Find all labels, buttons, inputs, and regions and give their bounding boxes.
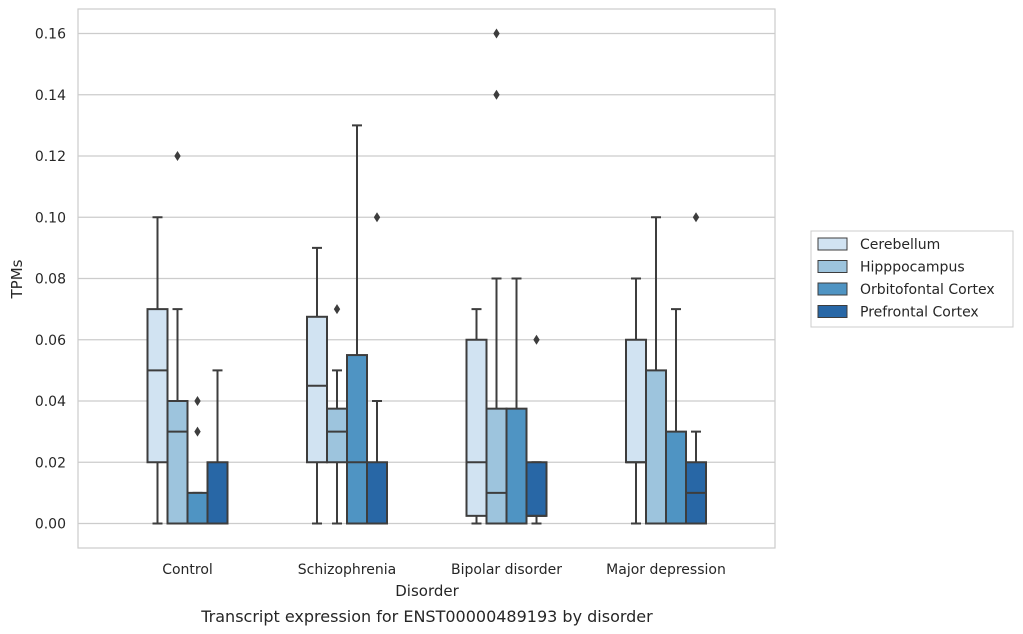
box-element — [186, 396, 209, 525]
box-iqr — [326, 407, 348, 464]
y-tick-label: 0.04 — [35, 394, 66, 410]
x-tick-label: Major depression — [606, 562, 726, 578]
box-element — [465, 308, 488, 525]
y-tick-label: 0.12 — [35, 149, 66, 165]
box-iqr — [465, 338, 488, 517]
y-tick-label: 0.08 — [35, 272, 66, 288]
legend-swatch — [817, 260, 848, 273]
plot-frame — [77, 8, 776, 549]
outlier-point — [174, 151, 181, 161]
legend-items: Cerebellum Hipppocampus Orbitofontal Corte… — [817, 237, 995, 321]
box-element — [166, 151, 189, 525]
box-element — [525, 334, 548, 525]
series-group — [186, 124, 687, 525]
box-element — [645, 216, 667, 525]
box-series — [146, 28, 707, 525]
x-tick-label: Schizophrenia — [298, 562, 396, 578]
box-iqr — [665, 430, 687, 525]
box-iqr — [186, 491, 209, 525]
box-iqr — [146, 308, 169, 464]
outlier-point — [194, 426, 201, 437]
box-element — [685, 212, 707, 525]
series-group — [146, 216, 647, 525]
grid-lines — [78, 32, 775, 525]
chart-caption: Transcript expression for ENST0000048919… — [200, 607, 653, 626]
legend-label: Orbitofontal Cortex — [860, 282, 995, 298]
outlier-point — [194, 396, 201, 406]
y-tick-label: 0.16 — [35, 27, 66, 43]
legend-swatch — [817, 305, 848, 318]
box-iqr — [206, 461, 229, 525]
x-tick-label: Control — [162, 562, 213, 578]
box-element — [485, 28, 508, 525]
x-axis-title: Disorder — [395, 582, 459, 600]
y-tick-label: 0.02 — [35, 455, 66, 471]
box-element — [625, 277, 647, 525]
box-element — [665, 308, 687, 525]
box-iqr — [485, 407, 508, 525]
box-iqr — [366, 461, 388, 525]
box-element — [146, 216, 169, 525]
outlier-point — [692, 212, 700, 223]
box-iqr — [346, 354, 368, 525]
legend-label: Cerebellum — [860, 237, 940, 253]
box-element — [306, 246, 328, 525]
box-element — [206, 369, 229, 525]
outlier-point — [493, 28, 500, 39]
y-tick-label: 0.00 — [35, 517, 66, 533]
legend-label: Prefrontal Cortex — [860, 305, 979, 321]
x-tick-label: Bipolar disorder — [451, 562, 562, 578]
box-element — [366, 212, 388, 525]
box-element — [346, 124, 368, 525]
series-group — [166, 28, 667, 525]
legend-swatch — [817, 282, 848, 296]
y-tick-label: 0.14 — [35, 88, 66, 104]
outlier-point — [373, 212, 381, 223]
box-iqr — [625, 338, 647, 464]
series-group — [206, 212, 707, 525]
y-tick-label: 0.10 — [35, 210, 66, 226]
outlier-point — [333, 304, 341, 315]
box-iqr — [166, 400, 189, 525]
y-tick-labels: 0.00 0.02 0.04 0.06 0.08 0.10 0.12 0.14 0.16 — [35, 27, 66, 533]
box-iqr — [505, 407, 528, 525]
y-tick-label: 0.06 — [35, 333, 66, 349]
y-axis-title: TPMs — [8, 259, 26, 299]
legend-label: Hipppocampus — [860, 260, 965, 276]
box-iqr — [306, 315, 328, 464]
outlier-point — [493, 89, 500, 100]
box-element — [326, 304, 348, 525]
x-tick-labels: Control Schizophrenia Bipolar disorder Majo… — [162, 562, 726, 578]
outlier-point — [533, 334, 540, 345]
legend-swatch — [817, 237, 848, 251]
box-iqr — [525, 461, 548, 517]
legend: Cerebellum Hipppocampus Orbitofontal Corte… — [810, 230, 1014, 328]
box-iqr — [645, 369, 667, 525]
